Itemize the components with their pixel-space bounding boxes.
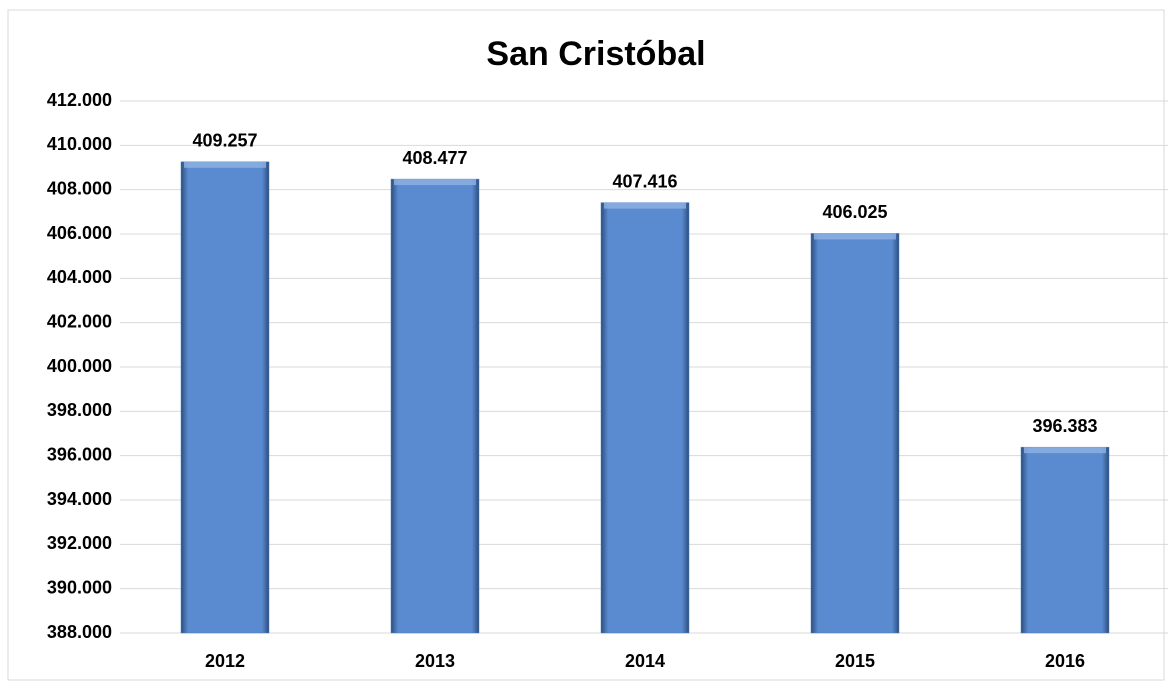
y-tick-label: 412.000 [47, 90, 112, 110]
bar [810, 233, 900, 634]
bar-bevel [394, 179, 476, 186]
value-label: 408.477 [402, 148, 467, 168]
x-tick-label: 2015 [835, 651, 875, 671]
bar [180, 161, 270, 634]
y-tick-label: 400.000 [47, 356, 112, 376]
y-tick-label: 408.000 [47, 178, 112, 198]
value-label: 396.383 [1032, 416, 1097, 436]
value-label: 409.257 [192, 131, 257, 151]
bar-bevel [814, 233, 896, 240]
bar-bevel [604, 202, 686, 209]
bar-bevel [184, 161, 266, 168]
y-tick-label: 402.000 [47, 311, 112, 331]
y-tick-label: 396.000 [47, 444, 112, 464]
y-tick-label: 390.000 [47, 577, 112, 597]
value-label: 407.416 [612, 171, 677, 191]
bar-bevel [1024, 447, 1106, 454]
y-tick-label: 388.000 [47, 622, 112, 642]
bar [390, 178, 480, 634]
y-tick-label: 410.000 [47, 134, 112, 154]
y-tick-label: 406.000 [47, 223, 112, 243]
y-tick-label: 392.000 [47, 533, 112, 553]
x-tick-label: 2014 [625, 651, 665, 671]
y-tick-label: 398.000 [47, 400, 112, 420]
y-tick-label: 404.000 [47, 267, 112, 287]
chart-title: San Cristóbal [486, 35, 705, 73]
value-label: 406.025 [822, 202, 887, 222]
x-tick-label: 2013 [415, 651, 455, 671]
y-tick-label: 394.000 [47, 489, 112, 509]
bar [1020, 446, 1110, 634]
bar [600, 202, 690, 634]
x-tick-label: 2016 [1045, 651, 1085, 671]
x-tick-label: 2012 [205, 651, 245, 671]
